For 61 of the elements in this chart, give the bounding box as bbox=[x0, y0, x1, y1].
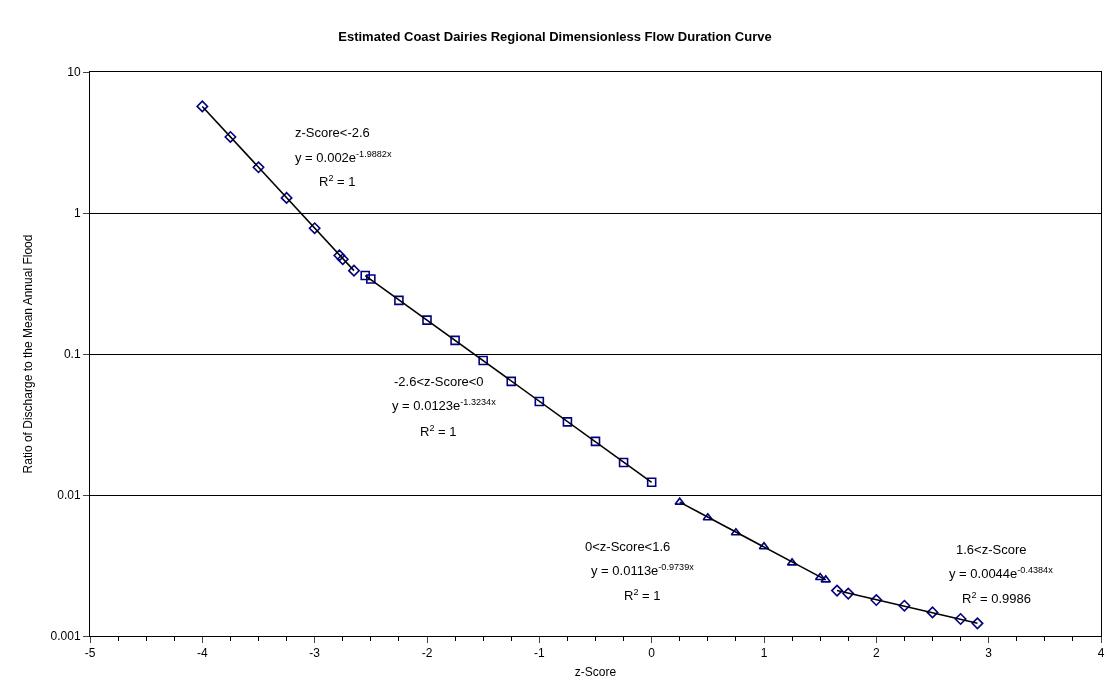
annotation: R$^{2}$ = 0.9986 bbox=[962, 590, 1032, 607]
point bbox=[196, 100, 209, 113]
x-tick-label: 3 bbox=[985, 646, 993, 661]
annotation: 0<z-Score<1.6 bbox=[585, 539, 671, 554]
point bbox=[926, 606, 939, 619]
point bbox=[842, 587, 855, 600]
point bbox=[478, 355, 488, 366]
y-tick-label: 10 bbox=[67, 65, 81, 80]
point bbox=[506, 376, 517, 387]
x-tick-label: 1 bbox=[760, 646, 768, 661]
x-axis-title: z-Score bbox=[574, 665, 617, 680]
x-tick-label: -4 bbox=[196, 646, 208, 661]
x-tick-label: 0 bbox=[648, 646, 656, 661]
point bbox=[450, 335, 460, 346]
annotation: R$^{2}$ = 1 bbox=[420, 423, 457, 440]
y-tick-label: 1 bbox=[73, 206, 81, 221]
point bbox=[831, 584, 844, 597]
point bbox=[333, 249, 346, 262]
point bbox=[360, 270, 371, 281]
annotation: R$^{2}$ = 1 bbox=[319, 173, 356, 190]
annotation: y = 0.0113e$^{-0.9739x}$ bbox=[591, 562, 695, 579]
y-axis-title: Ratio of Discharge to the Mean Annual Flood bbox=[20, 234, 35, 474]
annotation: y = 0.002e$^{-1.9882x}$ bbox=[295, 149, 392, 166]
point bbox=[252, 161, 265, 174]
point bbox=[870, 594, 883, 607]
point bbox=[366, 274, 376, 284]
point bbox=[758, 541, 770, 550]
annotation: 1.6<z-Score bbox=[956, 542, 1027, 557]
point bbox=[898, 599, 911, 612]
y-tick-label: 0.001 bbox=[50, 629, 81, 644]
point bbox=[702, 512, 714, 521]
x-tick-label: 4 bbox=[1097, 646, 1105, 661]
x-tick-label: 2 bbox=[872, 646, 880, 661]
chart-title: Estimated Coast Dairies Regional Dimensionless Flow Duration Curve bbox=[338, 28, 772, 44]
point bbox=[618, 457, 629, 468]
point bbox=[224, 130, 237, 143]
point bbox=[336, 253, 349, 266]
x-tick-label: -3 bbox=[309, 646, 321, 661]
y-tick-label: 0.01 bbox=[57, 488, 81, 503]
annotation: z-Score<-2.6 bbox=[295, 125, 370, 140]
annotation: y = 0.0044e$^{-0.4384x}$ bbox=[949, 565, 1054, 582]
annotation: y = 0.0123e$^{-1.3234x}$ bbox=[392, 397, 497, 414]
annotation: R$^{2}$ = 1 bbox=[624, 587, 661, 604]
point bbox=[534, 396, 545, 407]
point bbox=[646, 477, 657, 488]
point bbox=[971, 617, 984, 630]
point bbox=[308, 222, 321, 235]
x-tick-label: -5 bbox=[84, 646, 96, 661]
point bbox=[347, 264, 360, 277]
annotation: -2.6<z-Score<0 bbox=[394, 374, 484, 389]
point bbox=[954, 613, 967, 625]
point bbox=[730, 527, 742, 536]
point bbox=[590, 436, 601, 447]
point bbox=[394, 295, 404, 306]
point bbox=[280, 191, 293, 204]
point bbox=[562, 417, 573, 427]
x-tick-label: -1 bbox=[533, 646, 545, 661]
point bbox=[422, 315, 432, 325]
x-tick-label: -2 bbox=[421, 646, 433, 661]
point bbox=[814, 572, 826, 581]
y-tick-label: 0.1 bbox=[63, 347, 81, 362]
